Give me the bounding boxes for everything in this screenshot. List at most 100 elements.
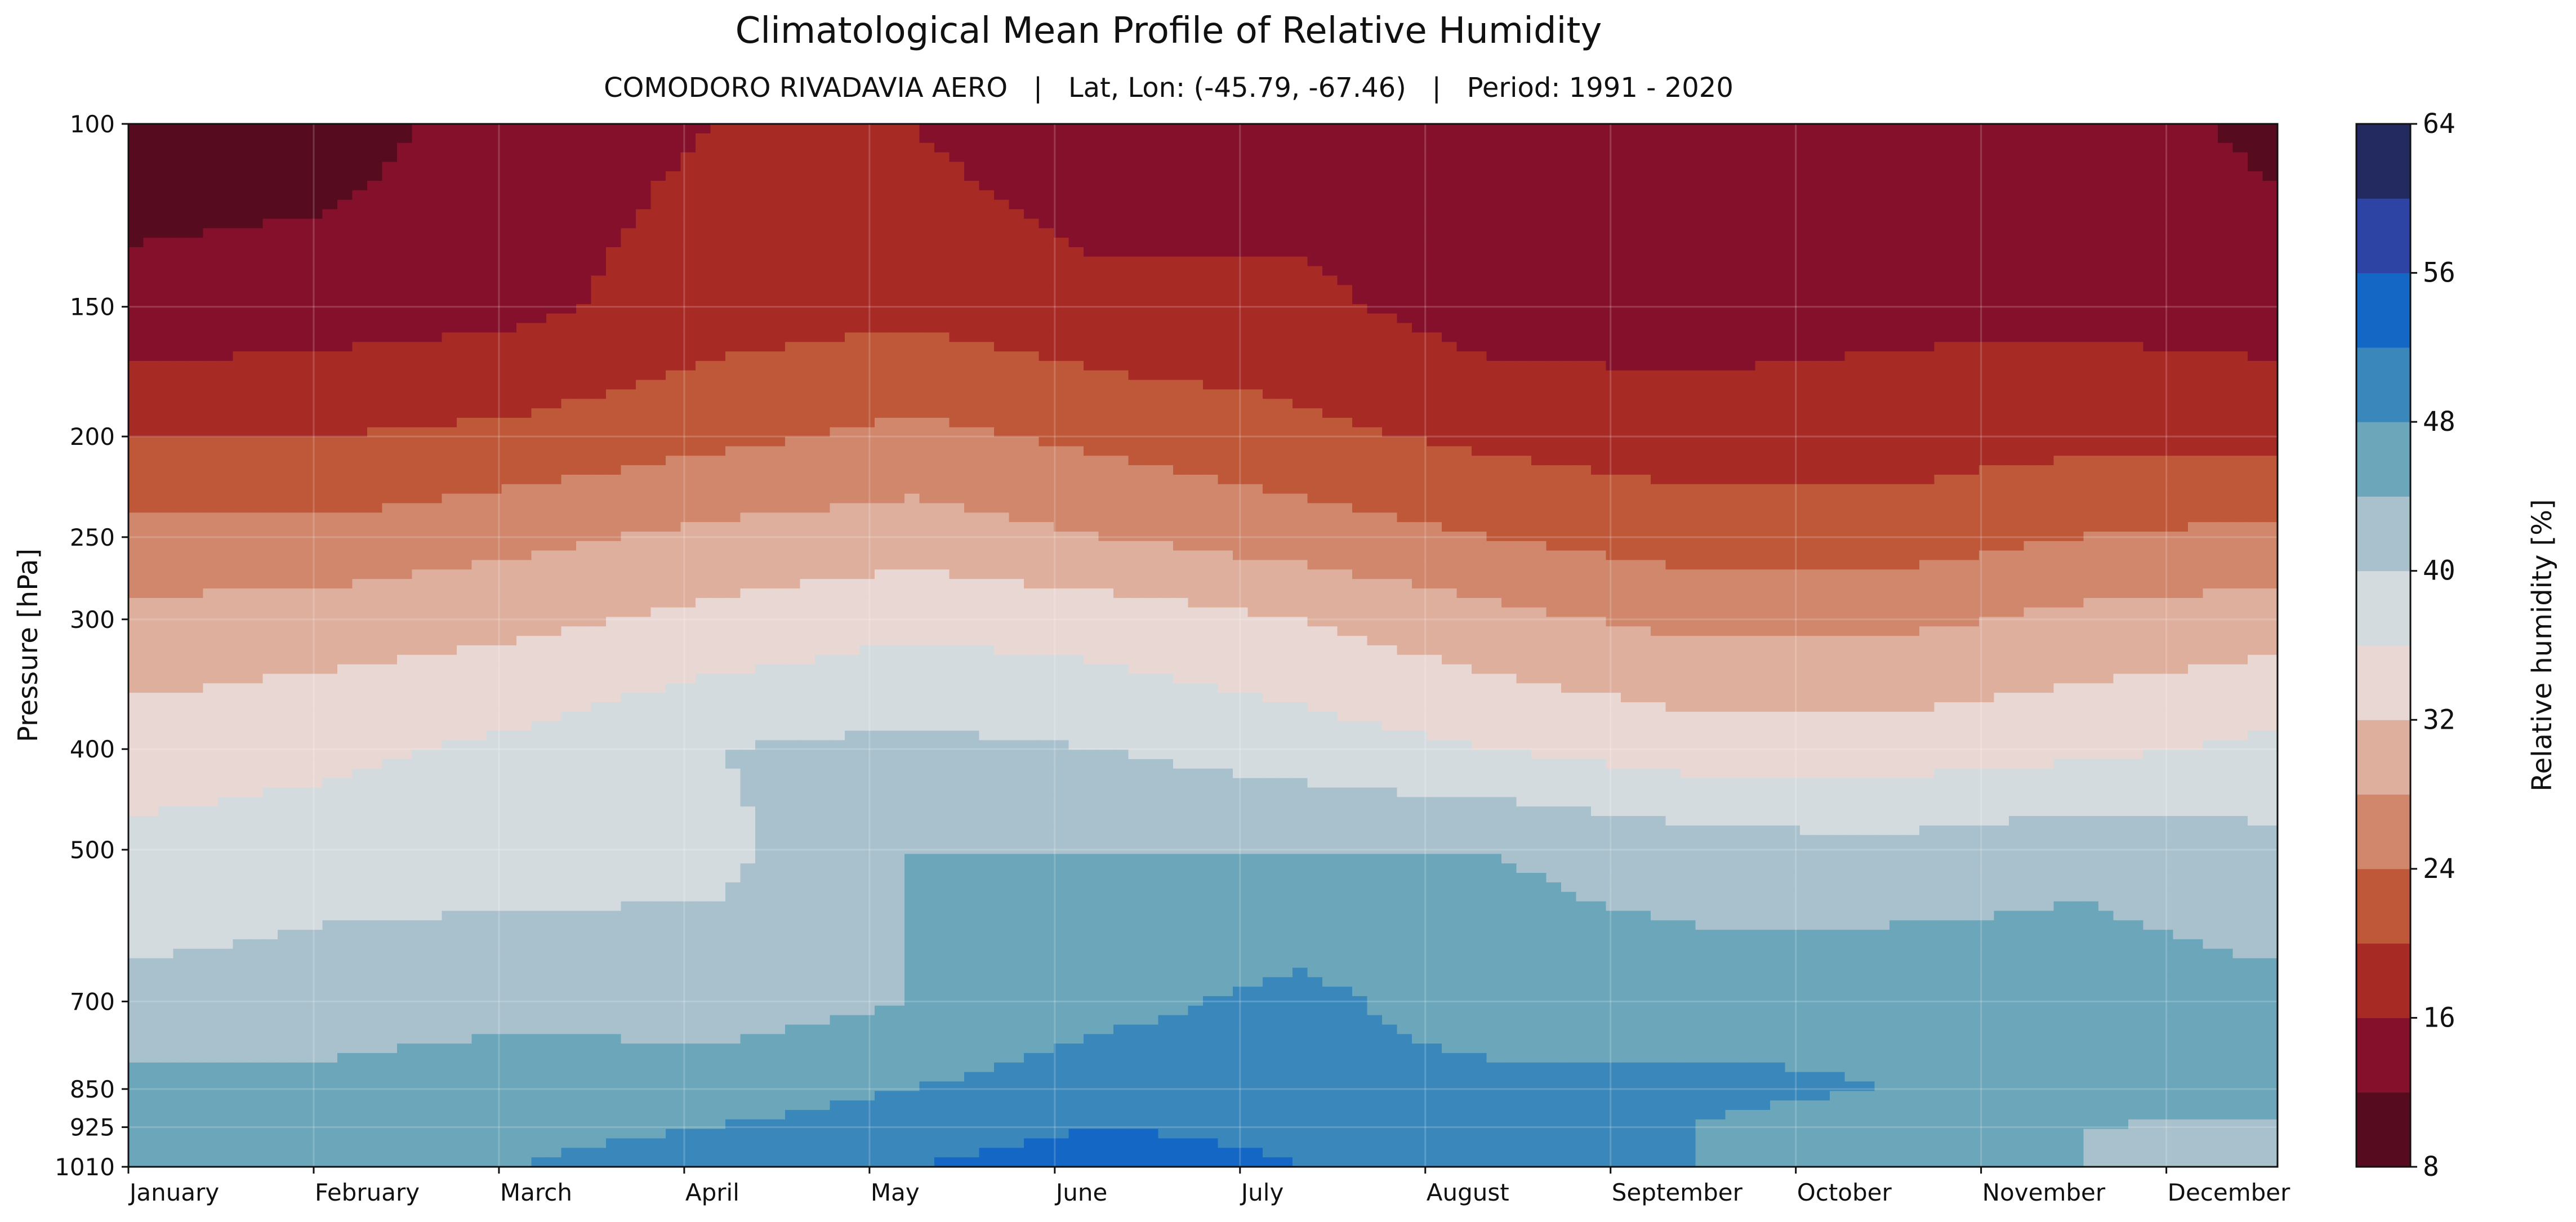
heat-cell bbox=[1054, 295, 1069, 305]
heat-cell bbox=[1456, 380, 1472, 390]
heat-cell bbox=[158, 142, 174, 153]
heat-cell bbox=[322, 313, 338, 324]
heat-cell bbox=[1322, 247, 1338, 257]
heat-cell bbox=[1576, 152, 1592, 163]
heat-cell bbox=[1815, 332, 1830, 343]
heat-cell bbox=[770, 408, 786, 418]
heat-cell bbox=[412, 370, 427, 381]
heat-cell bbox=[322, 380, 338, 390]
heat-cell bbox=[1054, 351, 1069, 362]
heat-cell bbox=[576, 228, 592, 239]
heat-cell bbox=[1113, 218, 1129, 229]
heat-cell bbox=[143, 247, 159, 257]
heat-cell bbox=[1889, 275, 1905, 286]
heat-cell bbox=[1501, 275, 1517, 286]
heat-cell bbox=[710, 323, 726, 333]
heat-cell bbox=[591, 360, 607, 371]
heat-cell bbox=[1472, 142, 1487, 153]
heat-cell bbox=[2173, 323, 2189, 333]
heat-cell bbox=[292, 171, 308, 182]
heat-cell bbox=[1860, 171, 1875, 182]
heat-cell bbox=[2203, 199, 2218, 210]
heat-cell bbox=[1979, 332, 1995, 343]
heat-cell bbox=[158, 342, 174, 353]
heat-cell bbox=[710, 285, 726, 296]
heat-cell bbox=[442, 142, 457, 153]
heat-cell bbox=[1949, 247, 1965, 257]
heat-cell bbox=[248, 256, 264, 267]
heat-cell bbox=[1561, 399, 1577, 409]
heat-cell bbox=[412, 133, 427, 144]
heat-cell bbox=[1456, 256, 1472, 267]
heat-cell bbox=[2218, 351, 2234, 362]
heat-cell bbox=[188, 190, 204, 200]
heat-cell bbox=[1263, 238, 1278, 248]
heat-cell bbox=[1770, 436, 1786, 447]
heat-cell bbox=[1277, 275, 1293, 286]
heat-cell bbox=[2248, 295, 2263, 305]
heat-cell bbox=[1531, 342, 1547, 353]
heat-cell bbox=[1352, 218, 1368, 229]
heat-cell bbox=[2053, 190, 2069, 200]
heat-cell bbox=[1277, 199, 1293, 210]
heat-cell bbox=[1472, 417, 1487, 428]
heat-cell bbox=[889, 142, 905, 153]
heat-cell bbox=[725, 152, 741, 163]
heat-cell bbox=[904, 427, 920, 438]
heat-cell bbox=[904, 295, 920, 305]
heat-cell bbox=[1964, 295, 1980, 305]
heat-cell bbox=[2158, 266, 2174, 276]
heat-cell bbox=[248, 199, 264, 210]
heat-cell bbox=[1665, 323, 1681, 333]
heat-cell bbox=[1456, 417, 1472, 428]
heat-cell bbox=[382, 152, 398, 163]
heat-cell bbox=[322, 295, 338, 305]
heat-cell bbox=[1009, 295, 1024, 305]
heat-cell bbox=[1084, 342, 1099, 353]
heat-cell bbox=[1293, 190, 1308, 200]
heat-cell bbox=[606, 228, 622, 239]
heat-cell bbox=[606, 332, 622, 343]
heat-cell bbox=[1710, 275, 1726, 286]
heat-cell bbox=[934, 171, 950, 182]
heat-cell bbox=[1740, 427, 1756, 438]
heat-cell bbox=[1994, 389, 2009, 400]
heat-cell bbox=[949, 323, 965, 333]
heat-cell bbox=[2203, 218, 2218, 229]
heat-cell bbox=[487, 228, 502, 239]
heat-cell bbox=[1367, 399, 1383, 409]
heat-cell bbox=[934, 256, 950, 267]
heat-cell bbox=[1785, 247, 1800, 257]
heat-cell bbox=[2053, 171, 2069, 182]
heat-cell bbox=[1084, 209, 1099, 220]
heat-cell bbox=[1546, 199, 1562, 210]
heat-cell bbox=[1322, 218, 1338, 229]
heat-cell bbox=[889, 417, 905, 428]
heat-cell bbox=[1158, 247, 1174, 257]
heat-cell bbox=[516, 218, 532, 229]
heat-cell bbox=[949, 256, 965, 267]
heat-cell bbox=[412, 209, 427, 220]
heat-cell bbox=[2098, 389, 2114, 400]
heat-cell bbox=[1830, 228, 1846, 239]
heat-cell bbox=[471, 342, 487, 353]
heat-cell bbox=[2039, 389, 2054, 400]
heat-cell bbox=[636, 380, 652, 390]
heat-cell bbox=[307, 266, 323, 276]
heat-cell bbox=[904, 247, 920, 257]
heat-cell bbox=[1844, 209, 1860, 220]
heat-cell bbox=[233, 256, 248, 267]
heat-cell bbox=[2024, 408, 2039, 418]
heat-cell bbox=[755, 247, 771, 257]
heat-cell bbox=[800, 275, 815, 286]
heat-cell bbox=[1068, 295, 1084, 305]
heat-cell bbox=[1293, 275, 1308, 286]
heat-cell bbox=[696, 313, 711, 324]
heat-cell bbox=[576, 342, 592, 353]
heat-cell bbox=[2248, 427, 2263, 438]
heat-cell bbox=[1456, 313, 1472, 324]
heat-cell bbox=[1412, 417, 1428, 428]
heat-cell bbox=[1904, 152, 1920, 163]
heat-cell bbox=[1427, 190, 1442, 200]
heat-cell bbox=[1695, 304, 1711, 314]
